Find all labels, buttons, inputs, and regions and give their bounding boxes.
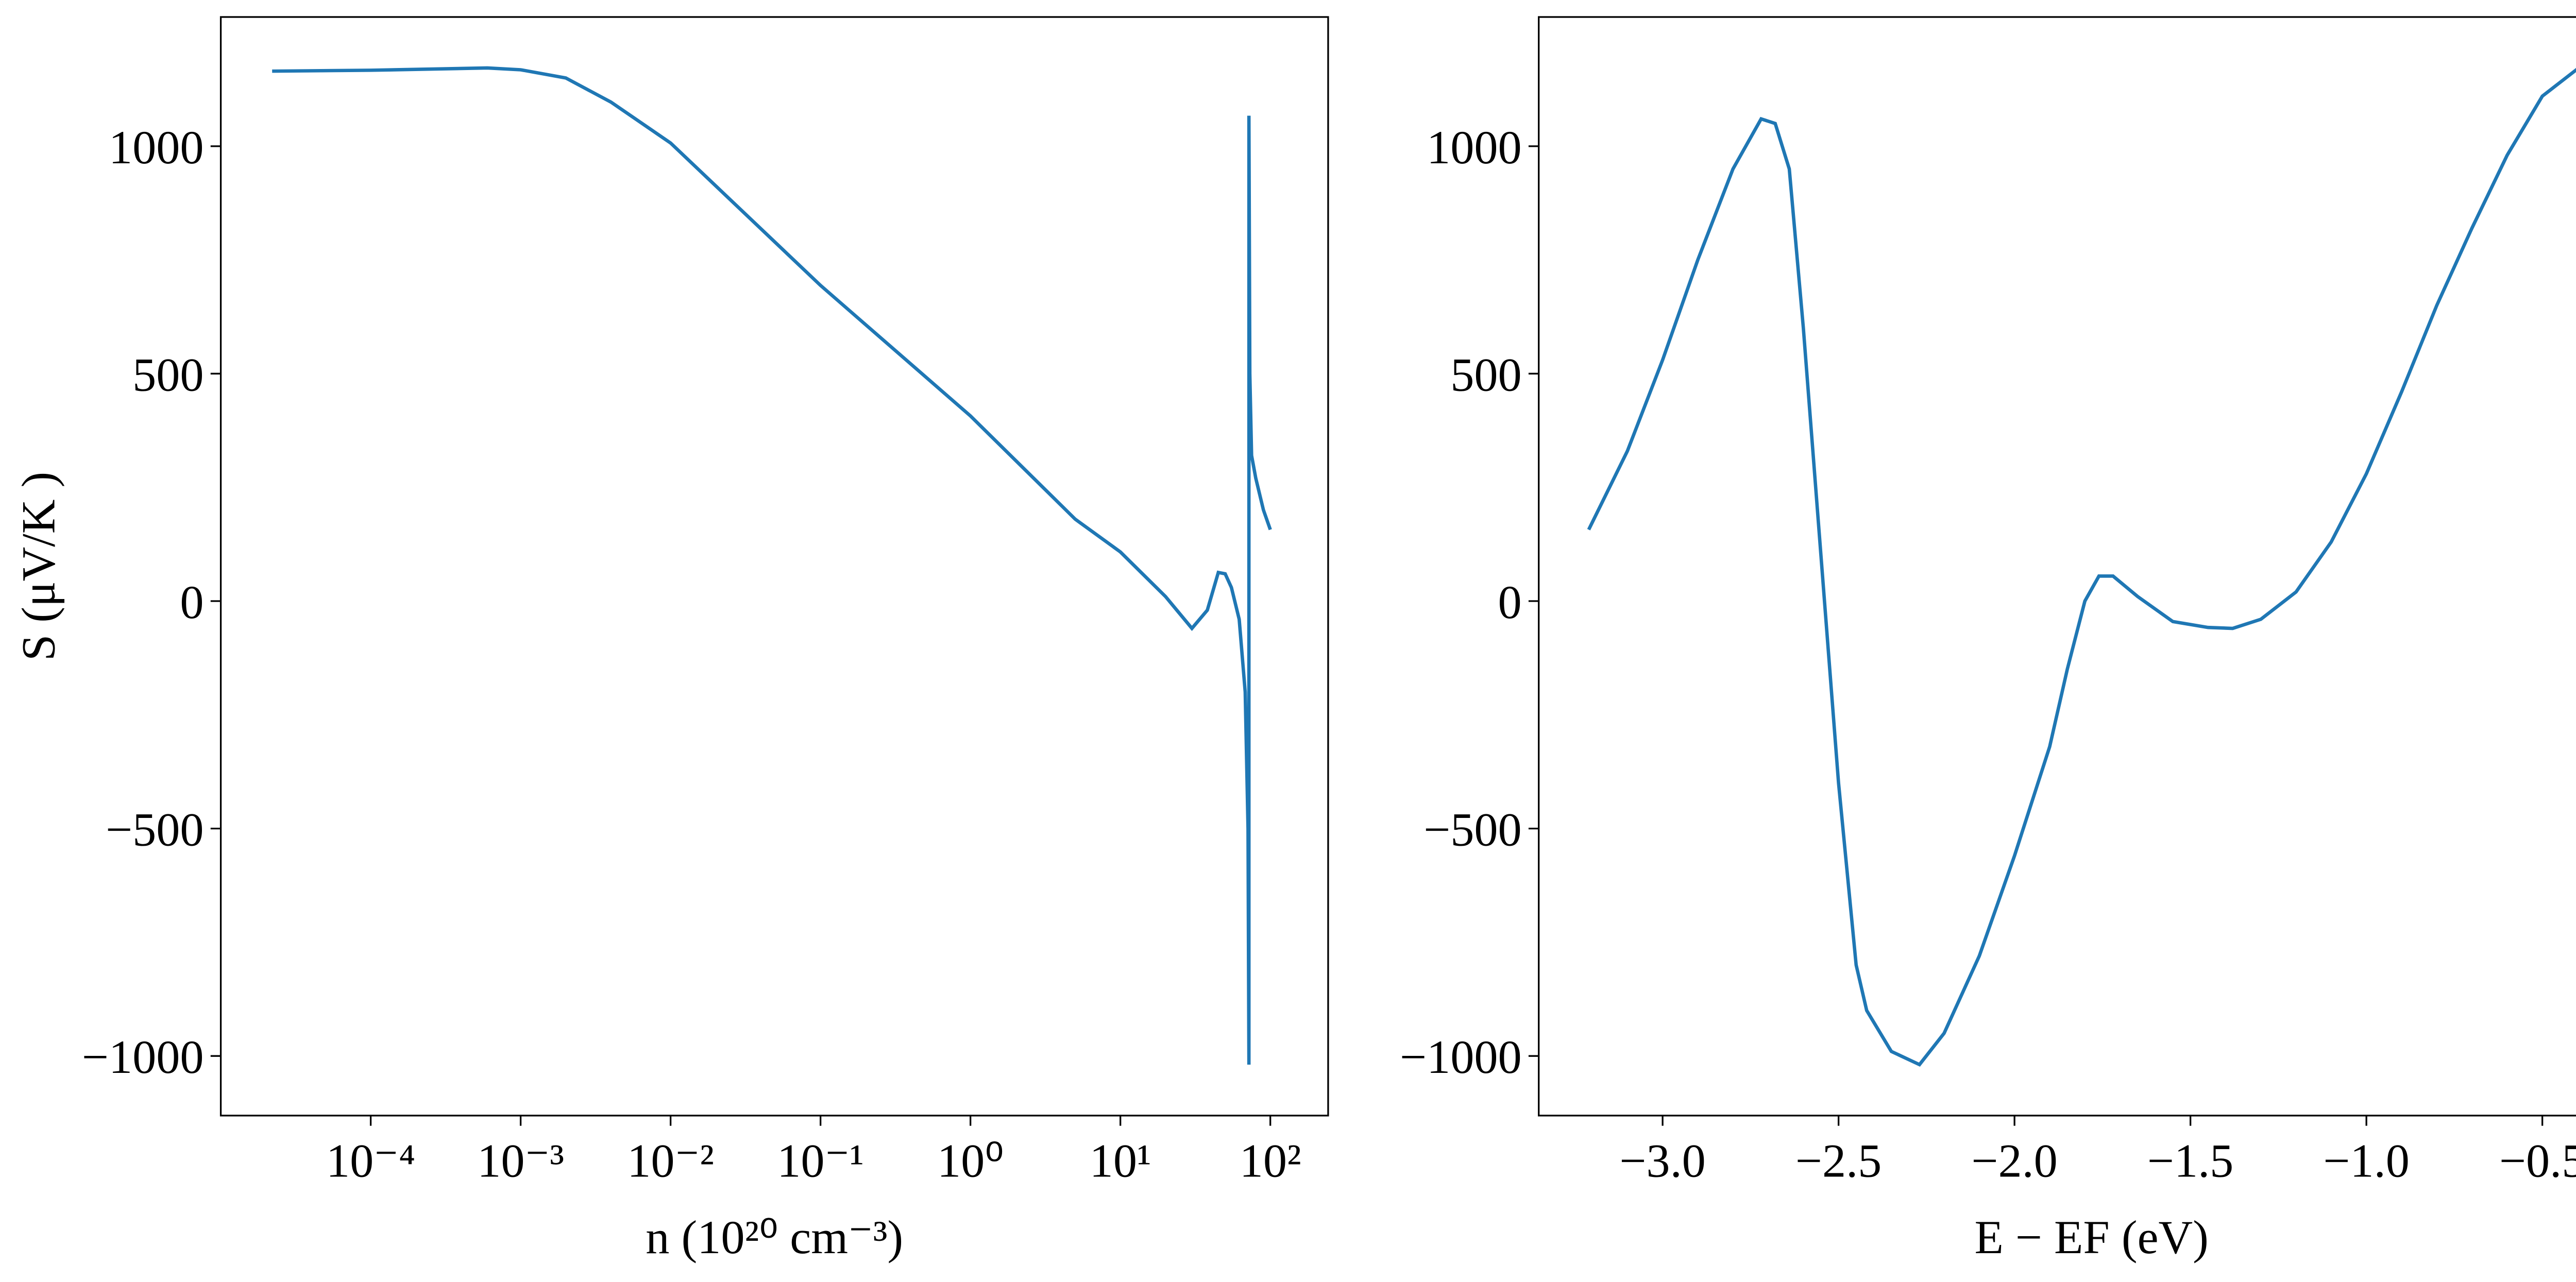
y-tick-label: 1000 (109, 121, 204, 174)
data-line (1587, 67, 2576, 1067)
x-tick-label: 10⁻³ (477, 1135, 564, 1187)
x-tick-label: −2.5 (1795, 1135, 1882, 1187)
x-tick-label: −2.0 (1971, 1135, 2057, 1187)
x-tick-label: 10⁻² (627, 1135, 714, 1187)
x-tick-label: −0.5 (2499, 1135, 2576, 1187)
x-tick-label: 10⁻⁴ (326, 1135, 415, 1187)
y-tick-label: −500 (1423, 804, 1522, 856)
y-tick-label: −1000 (82, 1031, 204, 1083)
y-tick-label: 0 (180, 576, 204, 628)
plot-frame (1538, 16, 2576, 1117)
x-tick-label: −1.5 (2147, 1135, 2233, 1187)
x-axis-label: E − EF (eV) (1974, 1211, 2208, 1263)
y-tick-label: 500 (1450, 348, 1521, 401)
x-tick-label: −1.0 (2323, 1135, 2409, 1187)
y-tick-label: −500 (106, 804, 204, 856)
x-tick-label: 10¹ (1090, 1135, 1151, 1187)
x-axis-label: n (10²⁰ cm⁻³) (646, 1211, 903, 1263)
plot-frame (219, 16, 1329, 1117)
y-axis-label: S (μV/K ) (12, 472, 64, 661)
y-tick-label: 1000 (1427, 121, 1522, 174)
x-tick-label: 10⁻¹ (777, 1135, 864, 1187)
y-tick-label: 500 (132, 348, 204, 401)
x-tick-label: 10² (1240, 1135, 1301, 1187)
y-tick-label: −1000 (1400, 1031, 1522, 1083)
y-tick-label: 0 (1498, 576, 1522, 628)
data-line (272, 66, 1272, 1065)
x-tick-label: 10⁰ (937, 1135, 1004, 1187)
x-tick-label: −3.0 (1619, 1135, 1705, 1187)
